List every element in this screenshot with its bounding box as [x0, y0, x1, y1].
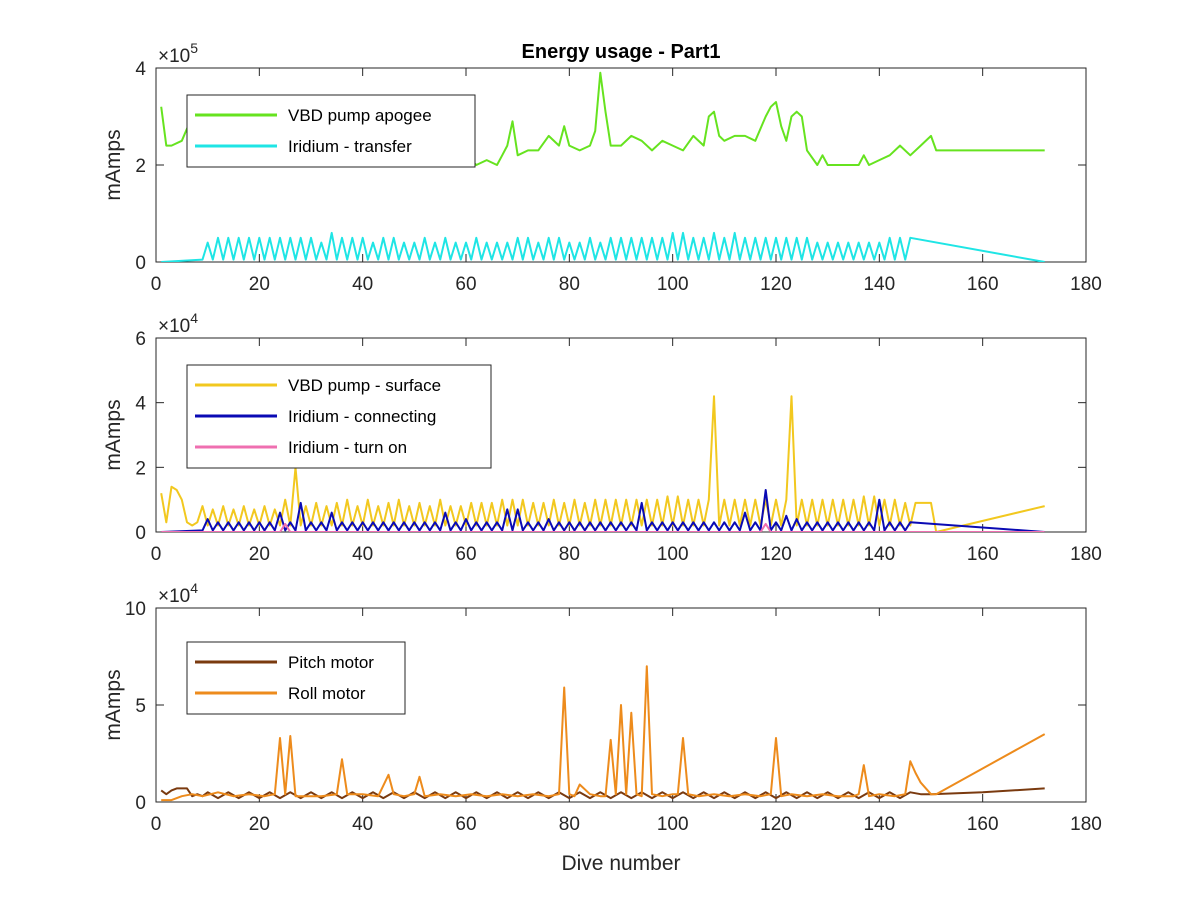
x-tick-label: 140: [863, 814, 895, 835]
x-tick-label: 180: [1070, 274, 1102, 295]
y-tick-label: 6: [135, 329, 146, 350]
x-tick-label: 100: [657, 814, 689, 835]
x-tick-label: 100: [657, 274, 689, 295]
y-axis-label: mAmps: [102, 399, 125, 470]
chart-title: Energy usage - Part1: [522, 41, 721, 63]
y-tick-label: 5: [135, 696, 146, 717]
x-tick-label: 20: [249, 814, 270, 835]
y-tick-label: 4: [135, 59, 146, 80]
y-tick-label: 0: [135, 523, 146, 544]
y-exponent: 5: [190, 40, 198, 56]
x-axis-label: Dive number: [561, 852, 680, 875]
x-tick-label: 180: [1070, 544, 1102, 565]
series-line-iridium-turn-on: [161, 522, 1045, 532]
x-tick-label: 160: [967, 814, 999, 835]
x-tick-label: 40: [352, 814, 373, 835]
legend-label-iridium-connecting: Iridium - connecting: [288, 407, 436, 426]
y-multiplier: ×10: [158, 316, 190, 337]
y-tick-label: 0: [135, 793, 146, 814]
legend: VBD pump apogee Iridium - transfer: [186, 94, 476, 168]
x-tick-label: 180: [1070, 814, 1102, 835]
x-tick-label: 80: [559, 274, 580, 295]
x-tick-label: 140: [863, 544, 895, 565]
y-exponent: 4: [190, 580, 198, 596]
legend-box: [186, 94, 476, 168]
x-tick-label: 40: [352, 274, 373, 295]
x-tick-label: 20: [249, 274, 270, 295]
x-tick-label: 0: [151, 274, 162, 295]
x-tick-label: 120: [760, 274, 792, 295]
panel-2: 0 20 40 60 80 100 120 140 160 1800246×104mAmpsVBD…: [102, 310, 1102, 565]
y-multiplier: ×10: [158, 586, 190, 607]
legend-label-pitch-motor: Pitch motor: [288, 653, 374, 672]
y-exponent-label: ×104: [158, 310, 198, 337]
x-tick-label: 60: [455, 274, 476, 295]
panel-1: 0 20 40 60 80 100 120 140 160 180 0 2 4 ×105 mAmps Ener…: [102, 40, 1102, 295]
y-exponent: 4: [190, 310, 198, 326]
x-tick-label: 60: [455, 544, 476, 565]
legend-box: [186, 641, 406, 715]
x-tick-label: 60: [455, 814, 476, 835]
legend-label-iridium-turn-on: Iridium - turn on: [288, 438, 407, 457]
y-axis-label: mAmps: [102, 669, 125, 740]
y-tick-label: 2: [135, 458, 146, 479]
legend: VBD pump - surface Iridium - connecting Ir…: [186, 364, 492, 469]
y-exponent-label: ×104: [158, 580, 198, 607]
x-tick-label: 20: [249, 544, 270, 565]
legend-label-roll-motor: Roll motor: [288, 684, 366, 703]
panel-3: 0 20 40 60 80 100 120 140 160 180 0 5 10 ×104 mAmps Div…: [102, 580, 1102, 875]
series-lines: [160, 395, 1045, 532]
x-tick-label: 0: [151, 814, 162, 835]
x-tick-label: 0: [151, 544, 162, 565]
y-multiplier: ×10: [158, 46, 190, 67]
x-tick-label: 160: [967, 274, 999, 295]
y-tick-label: 4: [135, 394, 146, 415]
series-line-iridium-connecting: [161, 489, 1045, 532]
x-tick-label: 40: [352, 544, 373, 565]
x-tick-label: 80: [559, 814, 580, 835]
y-axis-label: mAmps: [102, 129, 125, 200]
y-exponent-label: ×105: [158, 40, 198, 67]
series-line-iridium-transfer: [161, 231, 1045, 262]
series-line-roll-motor: [161, 665, 1046, 802]
legend: Pitch motor Roll motor: [186, 641, 406, 715]
y-tick-label: 10: [125, 599, 146, 620]
y-tick-label: 0: [135, 253, 146, 274]
y-tick-label: 2: [135, 156, 146, 177]
legend-label-vbd-pump-apogee: VBD pump apogee: [288, 106, 432, 125]
x-tick-label: 160: [967, 544, 999, 565]
x-tick-label: 140: [863, 274, 895, 295]
x-tick-label: 120: [760, 814, 792, 835]
x-tick-label: 80: [559, 544, 580, 565]
series-lines: [160, 665, 1046, 802]
x-tick-label: 120: [760, 544, 792, 565]
x-tick-label: 100: [657, 544, 689, 565]
legend-label-iridium-transfer: Iridium - transfer: [288, 137, 412, 156]
series-line-vbd-pump-surface: [160, 395, 1045, 532]
legend-label-vbd-pump-surface: VBD pump - surface: [288, 376, 441, 395]
